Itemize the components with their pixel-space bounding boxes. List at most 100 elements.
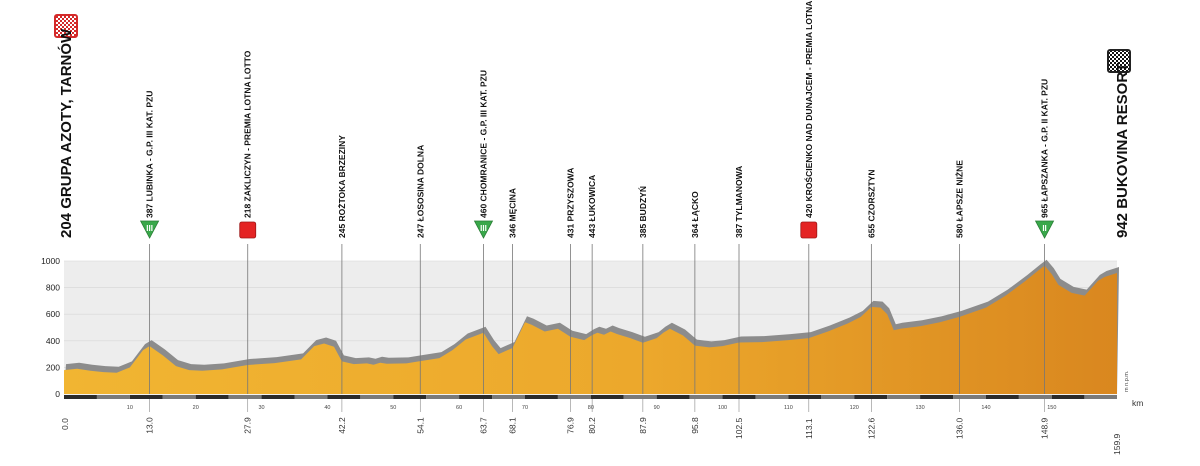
waypoint-km-label: 13.0 [145,417,155,434]
scale-segment [755,395,789,399]
waypoint-label: 385 BUDZYŃ [638,186,648,238]
scale-segment [590,395,624,399]
scale-segment [96,395,130,399]
scale-segment [261,395,295,399]
start-km-label: 0.0 [60,418,70,430]
waypoint-km-label: 102.5 [734,417,744,439]
scale-segment [985,395,1019,399]
scale-segment [294,395,328,399]
climb-category-text: III [480,224,487,233]
scale-segment [788,395,822,399]
waypoint-km-label: 54.1 [415,417,425,434]
y-tick-label: 400 [46,336,60,346]
scale-segment [854,395,888,399]
waypoint-km-label: 95.8 [690,417,700,434]
climb-category-icon: III [139,220,160,239]
scale-segment [524,395,558,399]
finish-flag-icon [1107,49,1131,73]
y-axis: 1000 800 600 400 200 0 [41,256,60,399]
scale-segment [1084,395,1117,399]
x-minor-tick-label: 90 [654,405,660,411]
scale-segment [656,395,690,399]
start-label: 204 GRUPA AZOTY, TARNÓW [57,28,75,238]
scale-segment [557,395,591,399]
x-minor-tick-label: 70 [522,405,528,411]
waypoint-km-label: 148.9 [1040,417,1050,439]
scale-segment [327,395,361,399]
waypoint-km-label: 113.1 [804,418,814,439]
x-minor-tick-label: 60 [456,405,462,411]
climb-triangle-shape [1034,220,1055,239]
scale-segment [162,395,196,399]
scale-segment [228,395,262,399]
scale-segment [689,395,723,399]
start-flag-icon [54,14,78,38]
x-minor-tick-label: 30 [258,405,264,411]
scale-segment [821,395,855,399]
x-minor-tick-label: 40 [324,405,330,411]
waypoint-label: 247 ŁOSOSINA DOLNA [415,145,425,238]
climb-triangle-shape [139,220,160,239]
waypoint-label: 443 ŁUKOWICA [587,175,597,238]
waypoint-km-label: 136.0 [955,417,965,439]
waypoint-label: 387 LUBINKA - G.P. III KAT. PZU [145,91,155,218]
x-minor-tick-label: 130 [916,405,925,411]
scale-segment [129,395,163,399]
scale-segment [459,395,493,399]
waypoint-km-label: 80.2 [587,417,597,434]
waypoint-label: 431 PRZYSZOWA [565,168,575,238]
x-minor-tick-label: 140 [981,405,990,411]
y-tick-label: 800 [46,283,60,293]
waypoint-labels: 387 LUBINKA - G.P. III KAT. PZU 218 ZAKLI… [145,0,1050,238]
waypoint-label: 364 ŁĄCKO [690,191,700,238]
sprint-bonus-icon [800,221,818,239]
waypoint-km-label: 87.9 [638,417,648,434]
waypoint-km-label: 63.7 [478,417,488,434]
x-minor-tick-label: 100 [718,405,727,411]
profile-area [64,265,1117,394]
y-tick-label: 600 [46,309,60,319]
scale-segment [623,395,657,399]
x-minor-tick-label: 10 [127,405,133,411]
x-minor-tick-label: 50 [390,405,396,411]
scale-segment [195,395,229,399]
x-unit-label: km [1132,398,1143,408]
climb-category-text: II [1042,224,1046,233]
climb-category-icon: II [1034,220,1055,239]
waypoint-label: 655 CZORSZTYN [866,170,876,239]
x-km-labels: 13.0 27.9 42.2 54.1 63.7 68.1 76.9 80.2 87.9 95.8… [145,417,1050,439]
waypoint-label: 580 ŁAPSZE NIŻNE [955,160,965,238]
sprint-bonus-icon [239,221,257,239]
y-tick-label: 1000 [41,256,60,266]
x-minor-tick-label: 120 [850,405,859,411]
climb-triangle-shape [473,220,494,239]
x-minor-ticks: 10 20 30 40 50 60 70 80 90 100 110 120 130 140 150 [127,405,1057,411]
scale-segment [393,395,427,399]
climb-category-text: III [146,224,153,233]
scale-segment [360,395,394,399]
waypoint-km-label: 42.2 [337,417,347,434]
scale-segment [1051,395,1085,399]
waypoint-label: 346 MĘCINA [507,188,517,238]
scale-segment [1018,395,1052,399]
x-minor-tick-label: 80 [588,405,594,411]
waypoint-label: 420 KROŚCIENKO NAD DUNAJCEM - PREMIA LOT… [803,0,814,218]
waypoint-label: 245 ROŻTOKA BRZEZINY [337,135,347,238]
y-tick-label: 0 [55,389,60,399]
waypoint-icons: III III II [139,220,1055,239]
finish-km-label: 159.9 [1112,433,1122,455]
waypoint-km-label: 68.1 [507,417,517,434]
waypoint-label: 387 TYLMANOWA [734,166,744,238]
scale-segment [64,395,97,399]
finish-label: 942 BUKOVINA RESORT [1114,63,1131,238]
climb-category-icon: III [473,220,494,239]
waypoint-label: 460 CHOMRANICE - G.P. III KAT. PZU [478,70,488,218]
scale-segment [492,395,525,399]
x-minor-tick-label: 110 [784,405,793,411]
x-minor-tick-label: 20 [193,405,199,411]
waypoint-km-label: 27.9 [243,417,253,434]
waypoint-label: 218 ZAKLICZYN - PREMIA LOTNA LOTTO [243,50,253,218]
scale-segment [920,395,954,399]
y-unit-label: m n.p.m. [1124,370,1130,392]
